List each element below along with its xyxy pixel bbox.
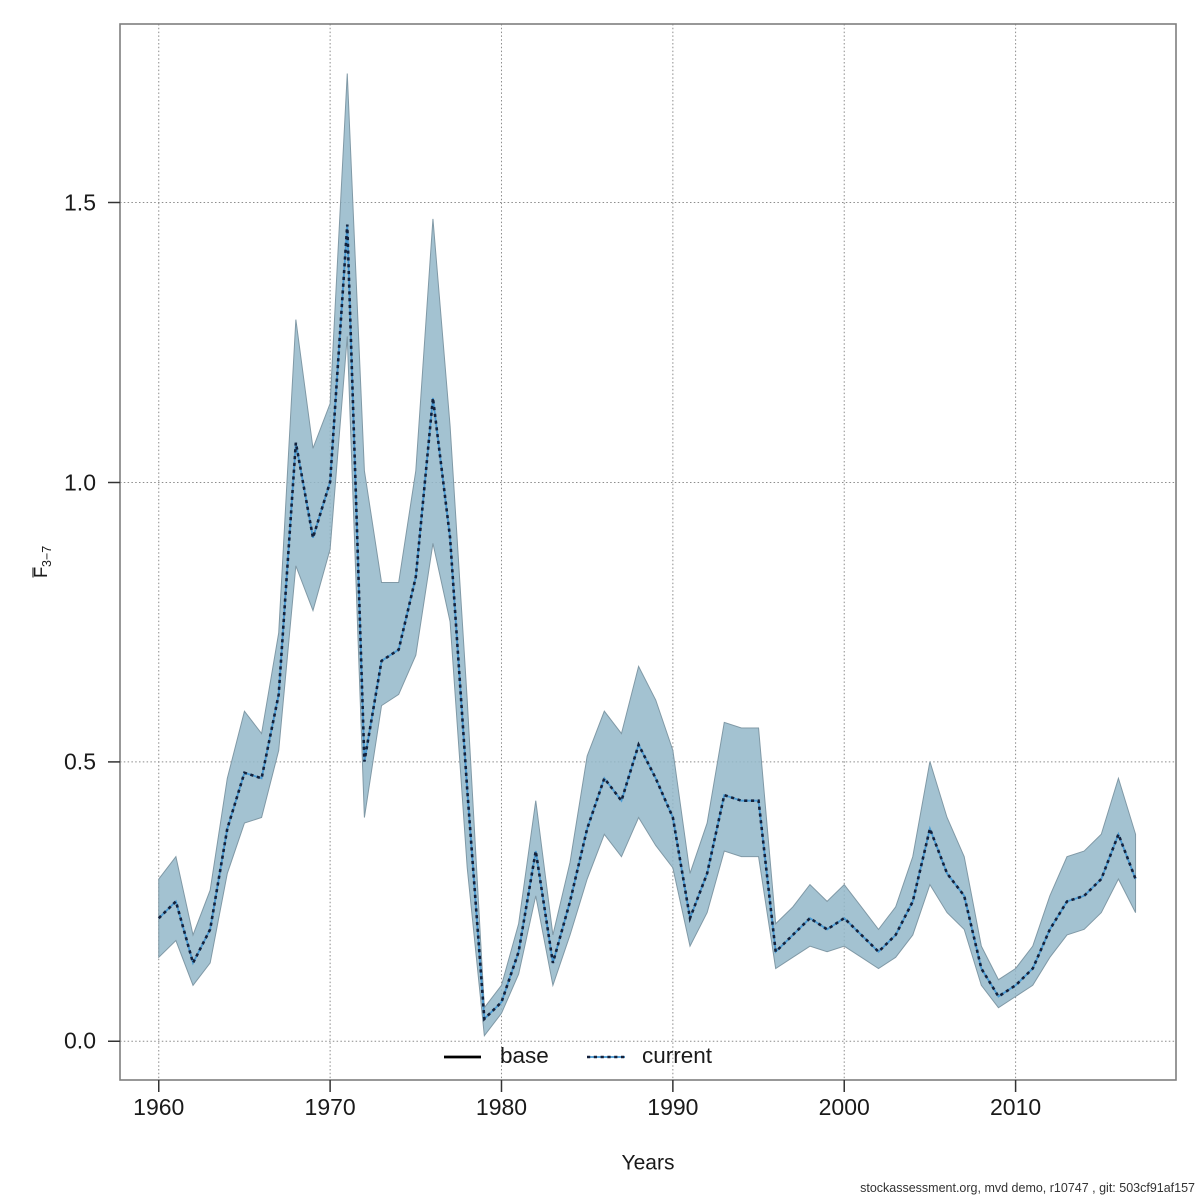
svg-text:base: base — [500, 1043, 549, 1068]
svg-text:current: current — [642, 1043, 713, 1068]
svg-text:3−7: 3−7 — [40, 546, 54, 567]
